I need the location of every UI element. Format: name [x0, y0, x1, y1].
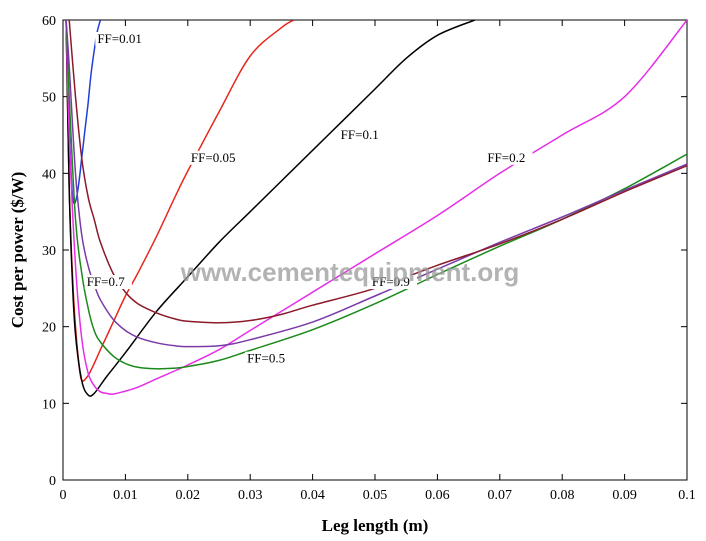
x-tick-label: 0.1: [678, 488, 696, 503]
series-label-bg-ff-0-5: [245, 351, 293, 366]
x-tick-label: 0: [60, 488, 67, 503]
series-label-bg-ff-0-1: [338, 127, 386, 142]
series-label-bg-ff-0-7: [84, 275, 132, 290]
y-tick-label: 30: [42, 244, 56, 259]
y-tick-label: 10: [42, 397, 56, 412]
series-label-bg-ff-0-05: [188, 150, 244, 165]
series-line-ff-0-5: [65, 20, 687, 370]
series-line-ff-0-2: [65, 20, 687, 395]
y-tick-label: 60: [42, 14, 56, 29]
plot-area: [62, 19, 688, 481]
series-line-ff-0-9: [68, 20, 687, 324]
series-label-bg-ff-0-2: [485, 150, 533, 165]
x-tick-label: 0.08: [550, 488, 575, 503]
label-group: FF=0.01 FF=0.05 FF=0.1 FF=0.2 FF=0.7 FF=0.9 FF…: [84, 31, 533, 366]
series-group: [65, 20, 687, 397]
series-label-ff-0-5: FF=0.5: [247, 351, 285, 366]
series-label-ff-0-01: FF=0.01: [97, 31, 142, 46]
x-axis-title: Leg length (m): [322, 516, 429, 535]
tick-group: 0 0.01 0.02 0.03 0.04 0.05 0.06 0.07 0.08 0.09 0.1…: [42, 14, 696, 503]
y-tick-label: 40: [42, 167, 56, 182]
series-label-ff-0-9: FF=0.9: [372, 274, 410, 289]
series-label-ff-0-05: FF=0.05: [191, 150, 236, 165]
series-label-bg-ff-0-01: [95, 32, 150, 46]
y-tick-label: 50: [42, 91, 56, 106]
series-label-bg-ff-0-9: [369, 275, 418, 290]
x-tick-label: 0.02: [176, 488, 201, 503]
x-tick-label: 0.03: [238, 488, 263, 503]
series-label-ff-0-2: FF=0.2: [487, 150, 525, 165]
y-tick-label: 20: [42, 321, 56, 336]
x-tick-label: 0.09: [612, 488, 637, 503]
x-tick-label: 0.07: [488, 488, 513, 503]
x-tick-label: 0.04: [300, 488, 325, 503]
y-tick-label: 0: [49, 474, 56, 489]
watermark: www.cementequipment.org: [180, 257, 520, 287]
x-tick-label: 0.06: [425, 488, 450, 503]
series-label-ff-0-7: FF=0.7: [87, 274, 126, 289]
x-tick-label: 0.05: [363, 488, 388, 503]
y-axis-title: Cost per power ($/W): [8, 172, 27, 329]
series-label-ff-0-1: FF=0.1: [341, 127, 379, 142]
series-line-ff-0-1: [65, 20, 476, 397]
x-tick-label: 0.01: [113, 488, 138, 503]
